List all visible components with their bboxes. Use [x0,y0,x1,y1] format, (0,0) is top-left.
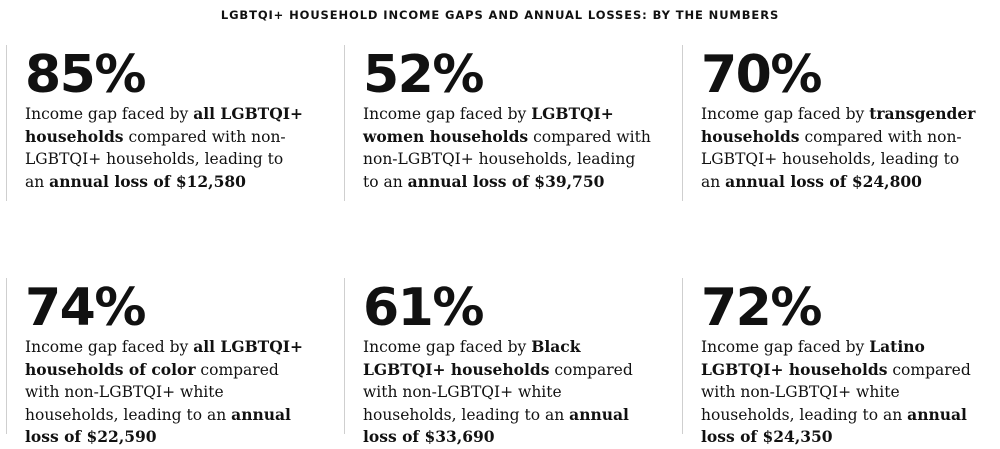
desc-loss: annual loss of $22,590 [25,404,291,447]
desc-loss: annual loss of $33,690 [363,404,629,447]
desc-text: Income gap faced by [701,338,870,356]
desc-text: compared with non-LGBTQI+ households, le… [701,127,962,191]
stat-description: Income gap faced by transgender househol… [701,103,982,193]
stat-percentage: 52% [363,45,484,105]
stat-card-transgender: 70% Income gap faced by transgender hous… [682,45,982,201]
stat-percentage: 85% [25,45,146,105]
stat-card-all-lgbtqi: 85% Income gap faced by all LGBTQI+ hous… [6,45,306,201]
desc-highlight: all LGBTQI+ households [25,104,303,146]
stat-percentage: 61% [363,278,484,338]
desc-text: compared with non-LGBTQI+ households, le… [25,127,286,191]
desc-highlight: Black LGBTQI+ households [363,337,581,379]
desc-text: compared with non-LGBTQI+ households, le… [363,127,651,191]
desc-highlight: all LGBTQI+ households of color [25,337,303,379]
desc-text: compared with non-LGBTQI+ white househol… [25,360,279,424]
desc-loss: annual loss of $39,750 [407,171,605,191]
stat-card-lgbtqi-women: 52% Income gap faced by LGBTQI+ women ho… [344,45,654,201]
desc-text: Income gap faced by [363,105,532,123]
stat-percentage: 70% [701,45,822,105]
desc-text: compared with non-LGBTQI+ white househol… [363,360,633,424]
desc-text: Income gap faced by [25,338,194,356]
stat-percentage: 74% [25,278,146,338]
stat-description: Income gap faced by Black LGBTQI+ househ… [363,336,654,449]
desc-highlight: transgender households [701,104,976,146]
stat-description: Income gap faced by all LGBTQI+ househol… [25,103,306,193]
stat-description: Income gap faced by all LGBTQI+ househol… [25,336,316,449]
desc-highlight: Latino LGBTQI+ households [701,337,925,379]
desc-text: Income gap faced by [363,338,532,356]
desc-loss: annual loss of $24,350 [701,404,967,447]
desc-text: compared with non-LGBTQI+ white househol… [701,360,971,424]
desc-highlight: LGBTQI+ women households [363,104,614,146]
stat-card-black-lgbtqi: 61% Income gap faced by Black LGBTQI+ ho… [344,278,654,446]
stat-percentage: 72% [701,278,822,338]
stat-description: Income gap faced by LGBTQI+ women househ… [363,103,654,193]
desc-loss: annual loss of $12,580 [49,171,246,191]
desc-loss: annual loss of $24,800 [725,171,922,191]
desc-text: Income gap faced by [701,105,870,123]
stat-card-latino-lgbtqi: 72% Income gap faced by Latino LGBTQI+ h… [682,278,988,446]
infographic-title: LGBTQI+ HOUSEHOLD INCOME GAPS AND ANNUAL… [220,8,780,22]
stat-description: Income gap faced by Latino LGBTQI+ house… [701,336,988,449]
desc-text: Income gap faced by [25,105,194,123]
stat-card-lgbtqi-color: 74% Income gap faced by all LGBTQI+ hous… [6,278,316,446]
